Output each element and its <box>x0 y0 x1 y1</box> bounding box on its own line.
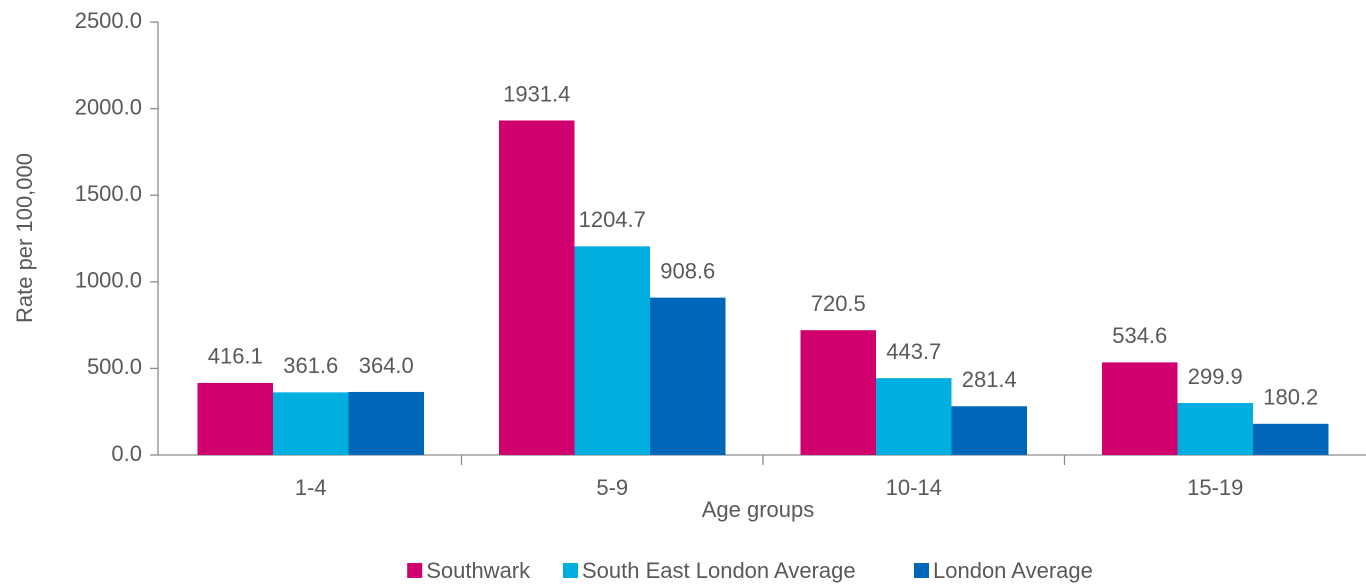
bar <box>348 391 424 455</box>
bar <box>800 330 876 455</box>
data-label: 361.6 <box>283 353 338 378</box>
y-tick-label: 0.0 <box>111 441 142 466</box>
bar <box>1102 362 1178 455</box>
bar <box>197 382 273 455</box>
bar <box>650 297 726 455</box>
data-label: 180.2 <box>1263 385 1318 410</box>
legend-swatch <box>563 563 578 578</box>
data-label: 534.6 <box>1112 323 1167 348</box>
y-tick-label: 2000.0 <box>75 94 142 119</box>
data-label: 908.6 <box>660 258 715 283</box>
data-label: 364.0 <box>359 353 414 378</box>
legend-label: Southwark <box>426 558 531 583</box>
data-label: 720.5 <box>811 291 866 316</box>
x-axis-label: Age groups <box>702 497 815 522</box>
x-tick-label: 10-14 <box>886 475 942 500</box>
y-axis-label: Rate per 100,000 <box>12 153 37 323</box>
data-label: 281.4 <box>962 367 1017 392</box>
bar <box>574 246 650 455</box>
y-tick-label: 1000.0 <box>75 268 142 293</box>
x-tick-label: 15-19 <box>1187 475 1243 500</box>
data-label: 443.7 <box>886 339 941 364</box>
bar <box>876 378 952 455</box>
x-tick-label: 5-9 <box>596 475 628 500</box>
y-tick-label: 2500.0 <box>75 8 142 33</box>
legend-label: South East London Average <box>582 558 856 583</box>
data-label: 1931.4 <box>503 81 570 106</box>
legend-label: London Average <box>933 558 1093 583</box>
x-tick-label: 1-4 <box>295 475 327 500</box>
legend-swatch <box>407 563 423 578</box>
bar <box>1177 403 1253 455</box>
data-label: 416.1 <box>208 344 263 369</box>
bar <box>1253 423 1329 455</box>
bar <box>499 120 575 456</box>
legend-swatch <box>914 563 929 578</box>
data-label: 299.9 <box>1188 364 1243 389</box>
y-tick-label: 1500.0 <box>75 181 142 206</box>
data-label: 1204.7 <box>579 207 646 232</box>
bar <box>273 392 349 455</box>
bar <box>951 406 1027 455</box>
y-tick-label: 500.0 <box>87 354 142 379</box>
